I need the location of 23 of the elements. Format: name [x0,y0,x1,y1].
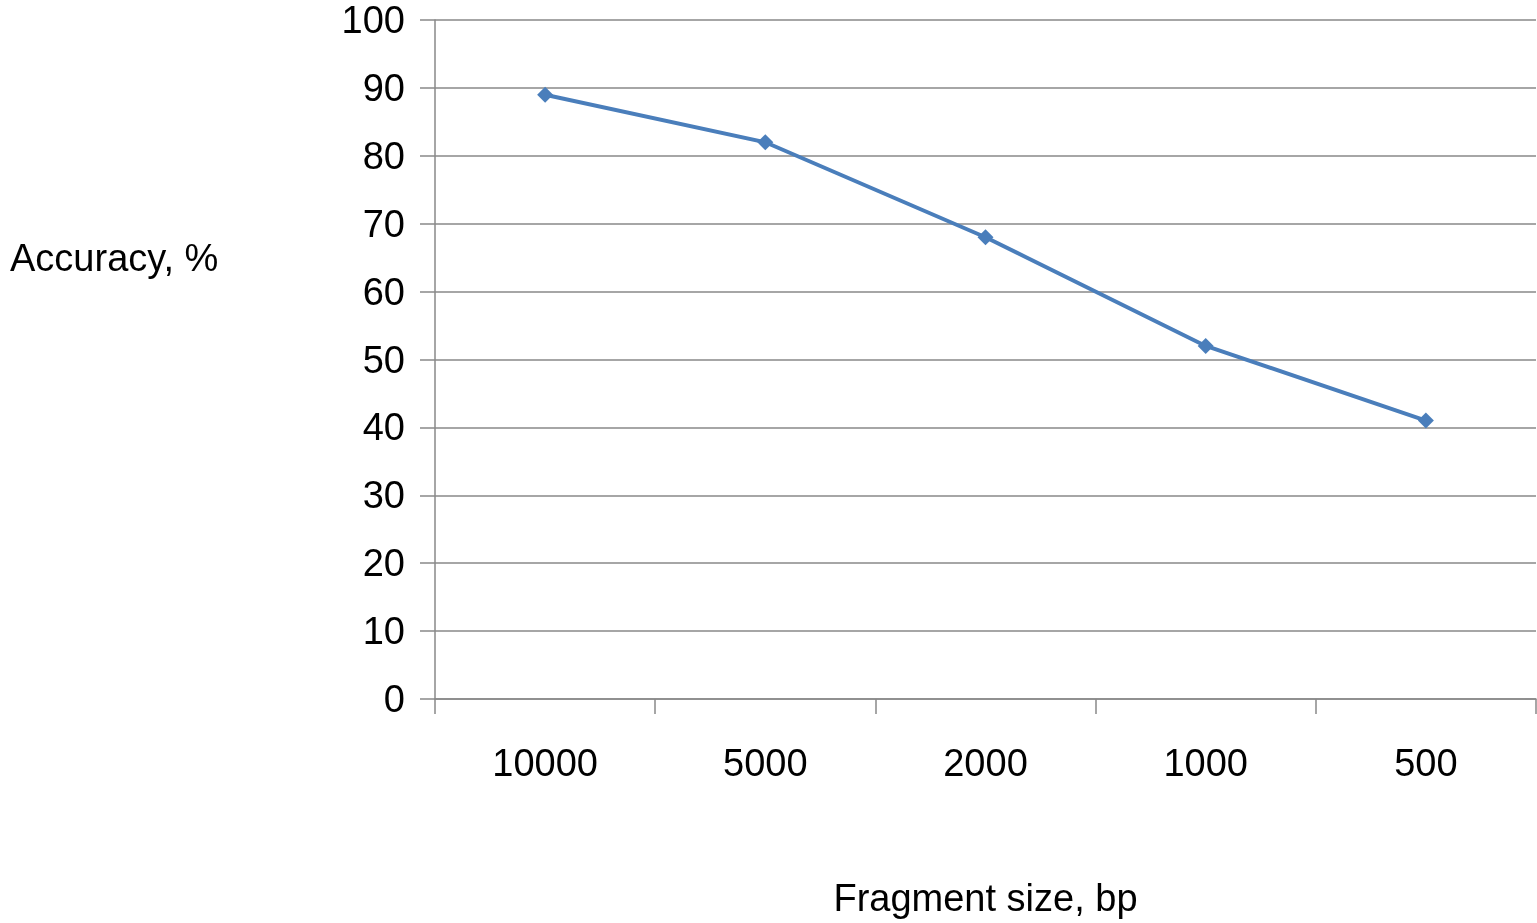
point [1197,337,1214,354]
y-tick-label: 90 [362,66,405,109]
point [1417,412,1434,429]
y-axis-title: Accuracy, % [10,237,219,279]
point [537,86,554,103]
y-tick-label: 30 [362,474,405,517]
y-tick-label: 40 [362,406,405,449]
x-tick-label: 1000 [1163,742,1248,784]
y-tick-label: 10 [362,610,405,653]
x-tick-label: 5000 [723,742,808,784]
x-tick-label: 2000 [943,742,1028,784]
x-tick-label: 500 [1394,742,1458,784]
y-tick-label: 20 [362,542,405,585]
point [977,229,994,246]
x-axis-title: Fragment size, bp [833,877,1138,919]
y-tick-label: 0 [383,678,405,720]
y-tick-label: 50 [362,338,405,381]
y-tick-label: 70 [362,202,405,245]
y-tick-label: 60 [362,270,405,313]
y-tick-label: 80 [362,134,405,177]
x-tick-label: 10000 [492,742,598,784]
y-tick-label: 100 [341,0,405,41]
point [757,134,774,151]
